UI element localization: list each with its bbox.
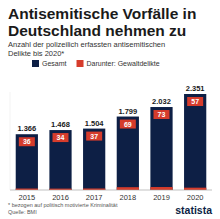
bar-total xyxy=(184,94,206,190)
range-line xyxy=(10,92,11,190)
bar-total xyxy=(49,130,71,190)
bar-violent xyxy=(117,187,139,190)
x-tick-label: 2016 xyxy=(52,193,69,202)
title-line: Deutschland nehmen zu xyxy=(8,22,186,39)
legend-swatch xyxy=(77,60,84,67)
subtitle: Anzahl der polizeilich erfassten antisem… xyxy=(8,40,165,58)
data-label-total: 2.351 xyxy=(186,84,205,93)
x-tick-label: 2017 xyxy=(86,193,103,202)
violent-label-box xyxy=(120,120,136,129)
data-label-total: 1.799 xyxy=(118,107,137,116)
violent-label-box xyxy=(154,110,170,119)
data-label-total: 1.504 xyxy=(85,119,105,128)
data-label-violent: 34 xyxy=(57,134,65,141)
legend-label: Darunter: Gewaltdelikte xyxy=(87,60,160,67)
subtitle-line: Delikte bis 2020* xyxy=(8,49,64,58)
title: Antisemitische Vorfälle inDeutschland ne… xyxy=(8,5,196,39)
data-label-total: 1.468 xyxy=(51,120,70,129)
violent-label-box xyxy=(19,137,35,146)
data-label-total: 2.032 xyxy=(152,97,171,106)
violent-label-box xyxy=(86,132,102,141)
bar-violent xyxy=(150,187,172,190)
source: Quelle: BMI xyxy=(8,209,37,215)
data-label-total: 1.366 xyxy=(17,124,36,133)
baseline xyxy=(10,190,212,191)
bar-total xyxy=(117,117,139,190)
violent-label-box xyxy=(53,133,69,142)
x-tick-label: 2018 xyxy=(119,193,136,202)
bars xyxy=(16,94,207,190)
legend-label: Gesamt xyxy=(42,60,67,67)
data-label-violent: 36 xyxy=(23,138,31,145)
brand-logo: statista xyxy=(175,204,212,216)
title-line: Antisemitische Vorfälle in xyxy=(8,5,196,22)
data-label-violent: 73 xyxy=(158,111,166,118)
legend-swatch xyxy=(32,60,39,67)
footnote: * bezogen auf politisch motivierte Krimi… xyxy=(8,202,118,208)
data-label-violent: 37 xyxy=(90,133,98,140)
bar-total xyxy=(16,134,38,190)
x-tick-label: 2020 xyxy=(187,193,204,202)
x-tick-label: 2019 xyxy=(153,193,170,202)
background xyxy=(0,0,220,219)
violent-label-box xyxy=(187,97,203,106)
x-tick-label: 2015 xyxy=(18,193,35,202)
bar-violent xyxy=(184,188,206,190)
data-label-violent: 69 xyxy=(124,121,132,128)
bar-total xyxy=(150,107,172,190)
data-label-violent: 57 xyxy=(191,98,199,105)
bar-total xyxy=(83,129,105,190)
